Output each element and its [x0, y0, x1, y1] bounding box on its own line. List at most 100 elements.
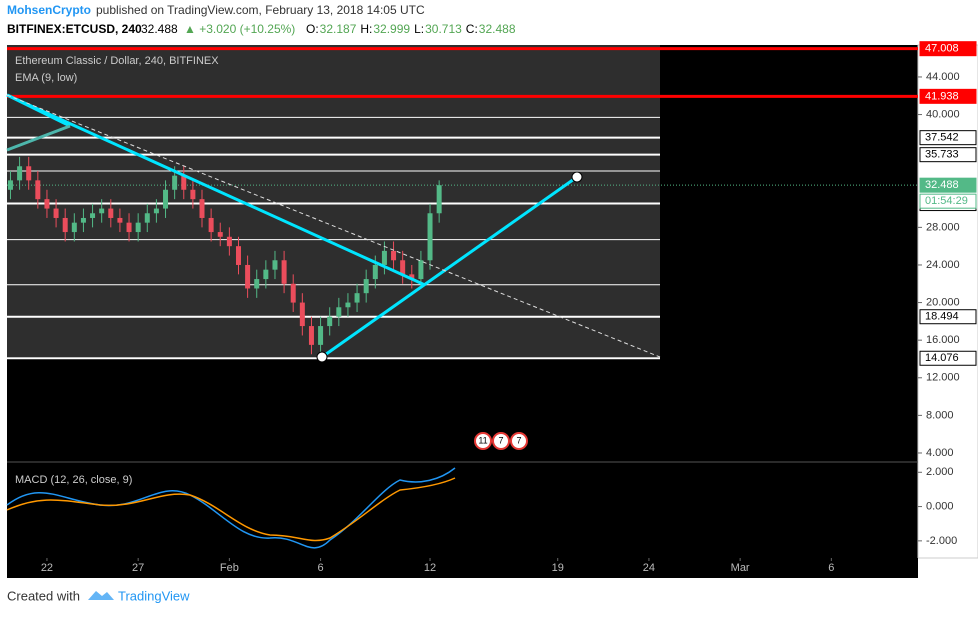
change: ▲ +3.020 (+10.25%) [184, 22, 295, 36]
marks [7, 156, 442, 355]
candle-body [418, 260, 424, 280]
candle-body [272, 260, 278, 270]
candle-body [409, 274, 415, 280]
x-tick-label: 24 [643, 562, 655, 574]
event-count: 7 [516, 435, 521, 445]
x-tick-label: Feb [220, 562, 239, 574]
price-tag-label: 47.008 [925, 43, 959, 55]
anchor [316, 351, 328, 363]
candle-body [254, 279, 260, 289]
macd-tick-label: 0.000 [926, 500, 954, 512]
candle-body [163, 189, 169, 209]
candle-body [172, 175, 178, 190]
price-tag-label: 18.494 [925, 311, 959, 323]
price-tag [919, 130, 977, 146]
candle-body [427, 213, 433, 261]
candle-body [90, 213, 96, 218]
candle-body [108, 208, 114, 218]
ohlc-label: H: [360, 22, 372, 36]
macd-tick-label: 2.000 [926, 466, 954, 478]
candle-body [318, 326, 324, 345]
published: published on TradingView.com, February 1… [96, 3, 425, 17]
event-badge [510, 432, 528, 450]
ohlc-value: 32.488 [479, 22, 516, 36]
candle-body [208, 217, 214, 233]
y-tick-label: 28.000 [926, 221, 960, 233]
candle-body [381, 250, 387, 265]
price-tag [919, 309, 977, 325]
x-tick-label: 6 [828, 562, 834, 574]
range-box [7, 45, 660, 357]
ohlc-label: L: [414, 22, 424, 36]
price-tag-label: 32.488 [925, 179, 959, 191]
ohlc-label: C: [466, 22, 478, 36]
y-tick-label: 24.000 [926, 259, 960, 271]
grid: 4.000 8.000 12.000 16.000 20.000 24.000 28.000… [7, 41, 977, 574]
event-badge [474, 432, 492, 450]
candle-body [181, 175, 187, 190]
candle-body [327, 316, 333, 327]
candle-body [345, 302, 351, 308]
candle-body [263, 269, 269, 280]
legend-ema: EMA (9, low) [15, 72, 77, 84]
price-tag [919, 177, 977, 193]
candle-body [153, 208, 159, 214]
ohlc-value: 32.187 [320, 22, 357, 36]
y-tick-label: 16.000 [926, 334, 960, 346]
y-tick-label: 12.000 [926, 372, 960, 384]
candle-body [436, 185, 442, 214]
candle-body [235, 246, 241, 265]
candle-body [62, 217, 68, 233]
candle-body [199, 199, 205, 218]
y-tick-label: 20.000 [926, 296, 960, 308]
ohlc-label: O: [306, 22, 319, 36]
author[interactable]: MohsenCrypto [7, 3, 91, 17]
candle-body [17, 166, 23, 181]
candle-body [26, 166, 32, 181]
footer-brand[interactable]: TradingView [118, 588, 190, 603]
dashed-trendline [6, 94, 661, 358]
ohlc-value: 32.999 [373, 22, 410, 36]
candle-body [354, 293, 360, 303]
candle-body [35, 180, 41, 200]
macd-tick-label: -2.000 [926, 535, 957, 547]
candle-body [308, 326, 314, 345]
countdown: 01:54:29 [925, 195, 968, 207]
legend-macd: MACD (12, 26, close, 9) [15, 474, 132, 486]
price-tag [919, 88, 977, 104]
candle-body [217, 232, 223, 237]
events: 11 7 7 [474, 432, 528, 450]
trendline [321, 175, 578, 359]
candle-body [144, 213, 150, 223]
ohlc-value: 30.713 [425, 22, 462, 36]
candle-body [99, 208, 105, 214]
x-tick-label: 27 [132, 562, 144, 574]
y-tick-label: 44.000 [926, 71, 960, 83]
countdown-bg [919, 193, 977, 209]
legend-title: Ethereum Classic / Dollar, 240, BITFINEX [15, 55, 219, 67]
candle-body [391, 250, 397, 261]
candle-body [44, 199, 50, 209]
signal-line [6, 477, 456, 542]
x-tick-label: 19 [552, 562, 564, 574]
x-tick-label: 12 [424, 562, 436, 574]
event-count: 11 [478, 435, 487, 445]
price-tag [919, 41, 977, 57]
ohlc: O: 32.187 H: 32.999 L: 30.713 C: 32.488 [306, 22, 516, 36]
footer-created: Created with [7, 588, 80, 603]
candle-body [117, 217, 123, 223]
price-tag-label: 37.542 [925, 132, 959, 144]
candle-body [226, 236, 232, 247]
candle-body [190, 189, 196, 200]
candle-body [400, 260, 406, 275]
candle-body [245, 264, 251, 289]
candle-body [363, 279, 369, 294]
candle-body [80, 217, 86, 223]
price-tag [919, 147, 977, 163]
x-tick-label: 6 [318, 562, 324, 574]
candle-body [299, 302, 305, 327]
symbol: BITFINEX:ETCUSD, 240 [7, 22, 142, 36]
y-tick-label: 8.000 [926, 409, 954, 421]
